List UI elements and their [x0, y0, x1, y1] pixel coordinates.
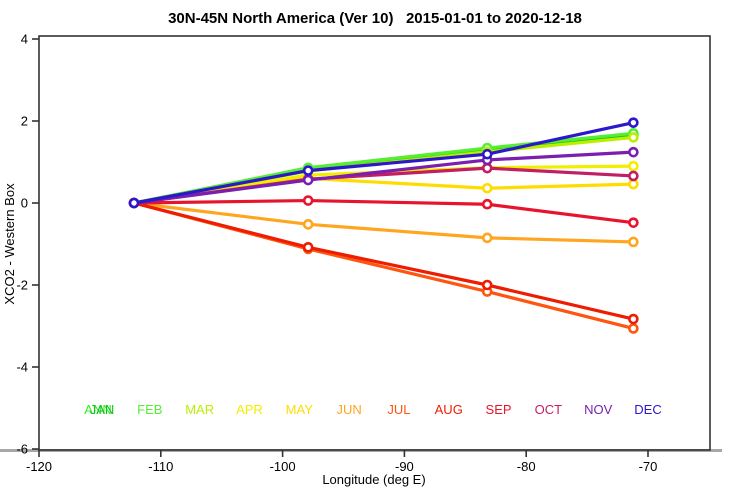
series-line-aug — [132, 201, 635, 321]
marker-jul — [628, 323, 639, 334]
y-tick-label: -2 — [16, 278, 28, 293]
marker-dec — [302, 165, 314, 176]
marker-sep — [302, 195, 314, 206]
series-line-nov — [132, 150, 635, 205]
marker-aug — [481, 279, 493, 291]
marker-nov — [302, 174, 314, 186]
marker-may — [481, 182, 493, 194]
x-tick-label: -110 — [148, 459, 173, 474]
legend-label-feb: FEB — [137, 402, 162, 417]
legend-label-jun: JUN — [336, 402, 361, 417]
marker-aug — [302, 241, 314, 253]
marker-sep — [481, 198, 493, 210]
legend-label-nov: NOV — [584, 402, 613, 417]
marker-jun — [628, 236, 639, 248]
legend-label-jul: JUL — [387, 402, 410, 417]
legend-label-may: MAY — [286, 402, 314, 417]
marker-dec — [128, 197, 140, 209]
x-axis-label: Longitude (deg E) — [322, 472, 425, 487]
marker-may — [628, 178, 639, 190]
plot-box — [38, 35, 711, 451]
marker-nov — [628, 146, 639, 158]
y-tick-label: 0 — [21, 196, 28, 211]
y-tick-label: 2 — [21, 114, 28, 129]
y-tick-label: -6 — [16, 442, 28, 457]
marker-apr — [628, 160, 639, 172]
legend-label-oct: OCT — [535, 402, 563, 417]
legend-label-sep: SEP — [486, 402, 512, 417]
marker-jun — [481, 232, 493, 244]
legend-label-dec: DEC — [634, 402, 661, 417]
marker-mar — [628, 132, 639, 143]
marker-oct — [628, 170, 639, 182]
x-tick-label: -90 — [395, 459, 414, 474]
marker-oct — [481, 162, 493, 174]
marker-aug — [628, 313, 639, 325]
marker-jun — [302, 219, 314, 230]
y-axis-label: XCO2 - Western Box — [2, 183, 17, 305]
y-tick-label: 4 — [21, 32, 28, 47]
chart-title: 30N-45N North America (Ver 10) 2015-01-0… — [168, 10, 582, 27]
legend-label-apr: APR — [236, 402, 263, 417]
x-tick-label: -80 — [517, 459, 536, 474]
y-tick-label: -4 — [16, 360, 28, 375]
marker-dec — [481, 148, 493, 160]
x-tick-label: -100 — [270, 459, 296, 474]
series-line-jun — [132, 201, 635, 244]
marker-dec — [628, 117, 639, 128]
series-line-sep — [132, 198, 635, 225]
x-tick-label: -120 — [26, 459, 52, 474]
legend-label-ann: ANN — [84, 402, 111, 417]
legend-label-aug: AUG — [435, 402, 463, 417]
series-line-dec — [132, 121, 635, 205]
legend-label-jan: JAN — [90, 402, 115, 417]
marker-sep — [628, 217, 639, 228]
x-tick-label: -70 — [639, 459, 658, 474]
legend-label-mar: MAR — [185, 402, 214, 417]
